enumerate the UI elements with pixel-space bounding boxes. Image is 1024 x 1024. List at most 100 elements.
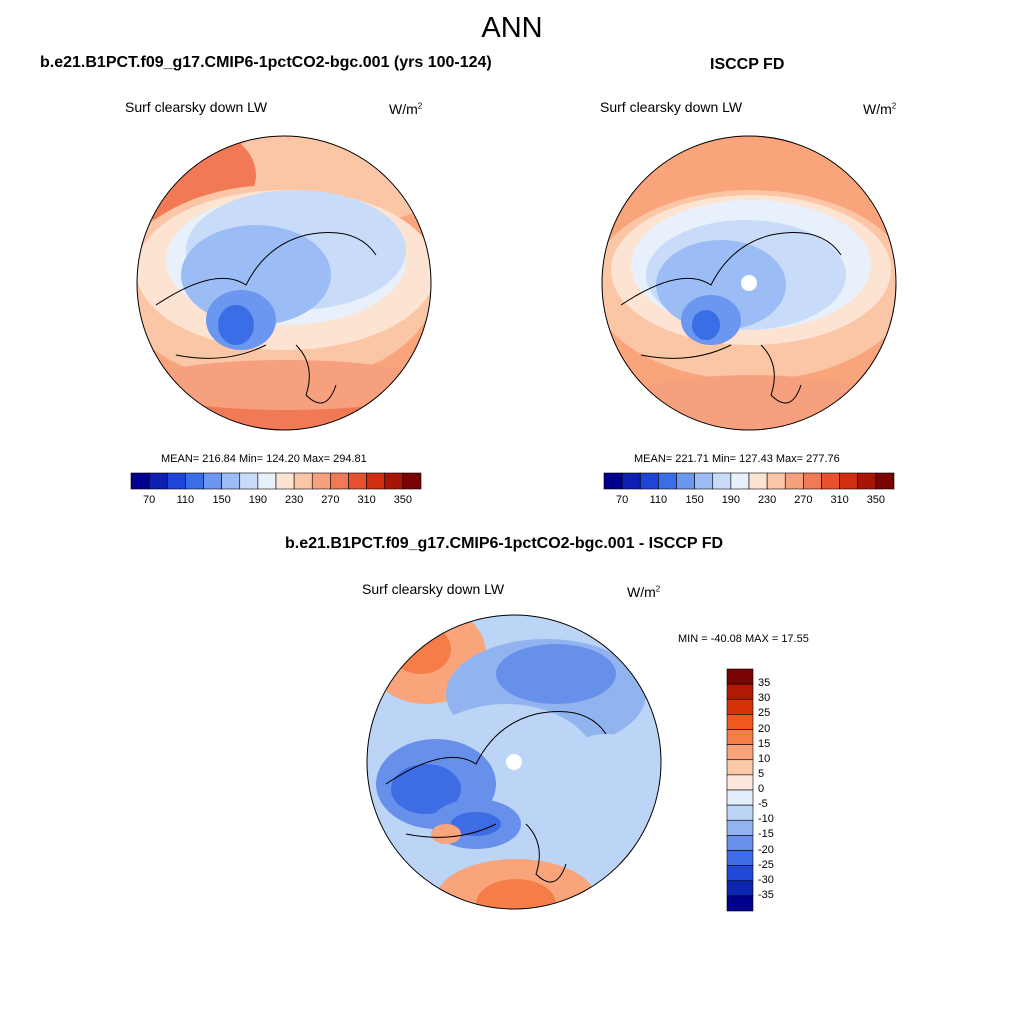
panel-1-colorbar-ticks: 70 110 150 190 230 270 310 350	[131, 494, 421, 508]
colorbar-swatch	[726, 774, 754, 791]
colorbar-swatch	[766, 472, 786, 490]
panel-2-variable: Surf clearsky down LW	[600, 99, 743, 115]
colorbar-swatch	[726, 683, 754, 700]
colorbar-swatch	[803, 472, 822, 490]
colorbar-tick-label: 25	[758, 707, 771, 720]
colorbar-swatch	[639, 472, 659, 490]
colorbar-tick-label: 230	[284, 494, 304, 506]
panel-2-title: ISCCP FD	[710, 56, 785, 73]
colorbar-swatch	[603, 472, 623, 490]
colorbar-swatch	[726, 714, 754, 730]
colorbar-swatch	[621, 472, 641, 490]
colorbar-tick-label: 270	[321, 494, 340, 506]
panel-1-stats: MEAN= 216.84 Min= 124.20 Max= 294.81	[161, 453, 367, 465]
panel-1-colorbar	[130, 472, 422, 490]
panel-2-stats: MEAN= 221.71 Min= 127.43 Max= 277.76	[634, 453, 840, 465]
colorbar-swatch	[748, 472, 768, 490]
colorbar-swatch	[726, 759, 754, 776]
colorbar-swatch	[712, 472, 732, 490]
colorbar-tick-label: 150	[685, 494, 704, 506]
panel-3-variable: Surf clearsky down LW	[362, 581, 505, 597]
colorbar-tick-label: 190	[248, 494, 268, 506]
colorbar-swatch	[311, 472, 331, 490]
panel-3-title: b.e21.B1PCT.f09_g17.CMIP6-1pctCO2-bgc.00…	[285, 535, 724, 552]
colorbar-swatch	[726, 895, 754, 912]
colorbar-swatch	[726, 698, 754, 715]
colorbar-swatch	[726, 880, 754, 897]
colorbar-tick-label: 35	[758, 677, 771, 690]
colorbar-swatch	[726, 668, 754, 685]
figure-title: ANN	[481, 12, 543, 44]
colorbar-swatch	[875, 472, 895, 490]
colorbar-swatch	[148, 472, 168, 490]
colorbar-swatch	[130, 472, 150, 490]
colorbar-swatch	[676, 472, 695, 490]
colorbar-tick-label: 350	[393, 494, 413, 506]
colorbar-swatch	[293, 472, 313, 490]
colorbar-tick-label: -25	[758, 858, 774, 871]
colorbar-swatch	[275, 472, 295, 490]
colorbar-tick-label: 15	[758, 737, 771, 750]
panel-3-units: W/m2	[627, 584, 661, 600]
panel-1-title: b.e21.B1PCT.f09_g17.CMIP6-1pctCO2-bgc.00…	[40, 54, 492, 71]
colorbar-swatch	[166, 472, 186, 490]
colorbar-tick-label: 350	[866, 494, 886, 506]
colorbar-swatch	[239, 472, 259, 490]
colorbar-swatch	[726, 819, 754, 836]
colorbar-swatch	[726, 729, 754, 745]
panel-2-colorbar-ticks: 70 110 150 190 230 270 310 350	[604, 494, 894, 508]
colorbar-tick-label: 190	[721, 494, 741, 506]
colorbar-swatch	[730, 472, 750, 490]
colorbar-swatch	[857, 472, 877, 490]
colorbar-swatch	[348, 472, 367, 490]
colorbar-tick-label: 30	[758, 692, 771, 705]
colorbar-tick-label: -10	[758, 813, 774, 826]
colorbar-swatch	[658, 472, 677, 490]
colorbar-tick-label: 0	[758, 783, 765, 795]
colorbar-swatch	[726, 835, 754, 851]
colorbar-tick-label: 230	[757, 494, 777, 506]
colorbar-tick-label: -20	[758, 843, 774, 856]
panel-2-colorbar	[603, 472, 895, 490]
panel-3-colorbar	[726, 668, 754, 912]
colorbar-tick-label: 150	[212, 494, 231, 506]
colorbar-swatch	[384, 472, 404, 490]
colorbar-swatch	[726, 789, 754, 806]
colorbar-swatch	[330, 472, 349, 490]
colorbar-swatch	[366, 472, 386, 490]
colorbar-swatch	[221, 472, 241, 490]
colorbar-tick-label: 20	[758, 722, 771, 735]
colorbar-swatch	[694, 472, 714, 490]
colorbar-tick-label: 10	[758, 752, 771, 765]
colorbar-swatch	[839, 472, 859, 490]
panel-1-map	[136, 135, 432, 431]
panel-2-map	[601, 135, 897, 431]
colorbar-swatch	[257, 472, 277, 490]
panel-3-colorbar-ticks: 35 30 25 20 15 10 5 0 -5 -10 -15 -20 -25 -30 -35	[758, 669, 798, 911]
colorbar-tick-label: -30	[758, 873, 774, 886]
colorbar-tick-label: 310	[830, 494, 849, 506]
colorbar-swatch	[185, 472, 204, 490]
panel-1-units: W/m2	[389, 101, 423, 117]
panel-3-stats: MIN = -40.08 MAX = 17.55	[678, 633, 809, 645]
colorbar-swatch	[726, 744, 754, 761]
colorbar-swatch	[726, 865, 754, 882]
colorbar-tick-label: -5	[758, 798, 768, 811]
colorbar-tick-label: 110	[649, 494, 668, 506]
colorbar-swatch	[402, 472, 422, 490]
colorbar-swatch	[726, 850, 754, 866]
colorbar-tick-label: 5	[758, 767, 765, 780]
colorbar-swatch	[784, 472, 804, 490]
colorbar-tick-label: -35	[758, 888, 774, 901]
colorbar-swatch	[203, 472, 222, 490]
colorbar-tick-label: 70	[616, 494, 629, 506]
panel-2-units: W/m2	[863, 101, 897, 117]
panel-3-map	[366, 614, 662, 910]
colorbar-tick-label: 70	[143, 494, 156, 506]
colorbar-tick-label: -15	[758, 828, 774, 841]
colorbar-tick-label: 270	[794, 494, 813, 506]
colorbar-swatch	[821, 472, 840, 490]
colorbar-tick-label: 310	[357, 494, 376, 506]
colorbar-swatch	[726, 804, 754, 821]
panel-1-variable: Surf clearsky down LW	[125, 99, 268, 115]
